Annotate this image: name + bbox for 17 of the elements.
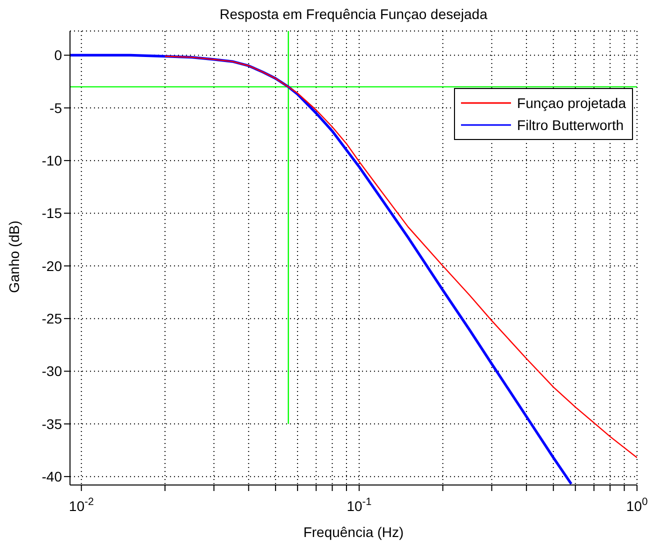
y-tick-label: 0 (54, 47, 62, 64)
y-tick-label: -25 (42, 310, 62, 327)
legend-label: Filtro Butterworth (517, 116, 624, 135)
x-tick-label: 10$^{0}$ (626, 496, 648, 514)
legend-label: Funçao projetada (517, 94, 626, 113)
y-axis-title: Ganho (dB) (6, 220, 22, 293)
x-tick-label: 10$^{-1}$ (346, 496, 372, 514)
y-tick-label: -35 (42, 416, 62, 432)
chart-title: Resposta em Frequência Funçao desejada (218, 6, 488, 22)
y-tick-label: -15 (42, 205, 62, 222)
y-tick-label: -20 (42, 258, 62, 274)
y-tick-label: -5 (50, 100, 62, 116)
y-tick-label: -40 (42, 468, 62, 485)
y-tick-label: -10 (42, 152, 62, 169)
x-tick-label: 10$^{-2}$ (68, 496, 94, 514)
x-axis-title: Frequência (Hz) (303, 524, 404, 540)
y-tick-label: -30 (42, 363, 62, 380)
